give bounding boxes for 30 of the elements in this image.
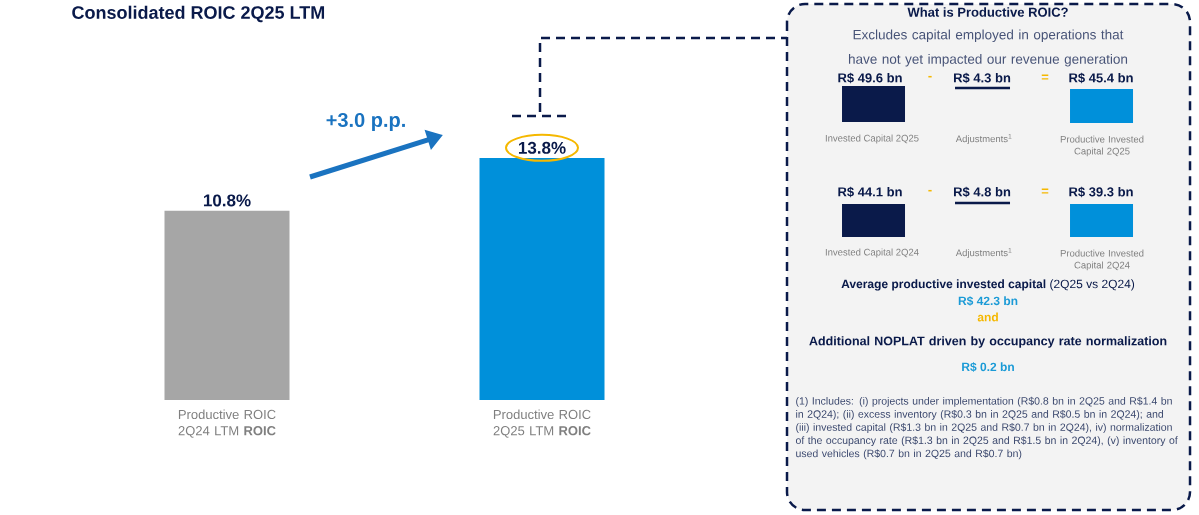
text: Adjustments$^{1}$ <box>955 247 1012 259</box>
text: R$ 39.3 bn <box>1069 186 1133 198</box>
x-tick-label: Productive ROIC 2Q25 LTM ROIC <box>493 409 591 438</box>
chart-title: Consolidated ROIC 2Q25 LTM <box>72 5 325 23</box>
text: and <box>977 312 998 322</box>
text: Average productive invested capital (2Q25 vs 2Q24) <box>841 279 1135 291</box>
text: Productive Invested Capital 2Q24 <box>1060 249 1144 271</box>
text: +3.0 p.p. <box>326 112 405 132</box>
text: Invested Capital 2Q24 <box>825 248 919 258</box>
text: What is Productive ROIC? <box>907 7 1068 17</box>
text: - <box>928 75 932 78</box>
data-label: 13.8% <box>518 141 566 154</box>
text: Excludes capital employed in operations that have not yet impacted our revenue generation <box>848 29 1128 67</box>
text: R$ 4.3 bn <box>953 72 1011 84</box>
text: = <box>1041 188 1049 194</box>
text: Adjustments$^{1}$ <box>955 133 1012 145</box>
text: (1) Includes: (i) projects under implementation (R$0.8 bn in 2Q25 and R$1.4 bn in 2Q24); (ii) excess inventory (R$0.3 bn in 2Q25 and R$0.5 bn in 2Q24); and (iii) invested capital (R$1.3 bn in 2Q25 and R$0.7 bn in 2Q24), iv) normalization of the occupancy rate (R$1.3 bn in 2Q25 and R$1.5 bn in 2Q24), (v) inventory of used vehicles (R$0.7 bn in 2Q25 and R$0.7 bn) <box>795 396 1178 460</box>
text: Additional NOPLAT driven by occupancy rate normalization <box>809 336 1167 348</box>
text: R$ 42.3 bn <box>958 296 1018 306</box>
text: - <box>928 189 932 192</box>
text: Invested Capital 2Q25 <box>825 134 919 144</box>
text: = <box>1041 74 1049 80</box>
text: R$ 45.4 bn <box>1069 72 1133 84</box>
text: Productive Invested Capital 2Q25 <box>1060 135 1144 157</box>
text: R$ 49.6 bn <box>838 72 902 84</box>
text: R$ 0.2 bn <box>962 362 1014 372</box>
x-tick-label: Productive ROIC 2Q24 LTM ROIC <box>178 409 276 438</box>
data-label: 10.8% <box>203 194 251 207</box>
text: R$ 4.8 bn <box>953 186 1011 198</box>
text: R$ 44.1 bn <box>838 186 902 198</box>
